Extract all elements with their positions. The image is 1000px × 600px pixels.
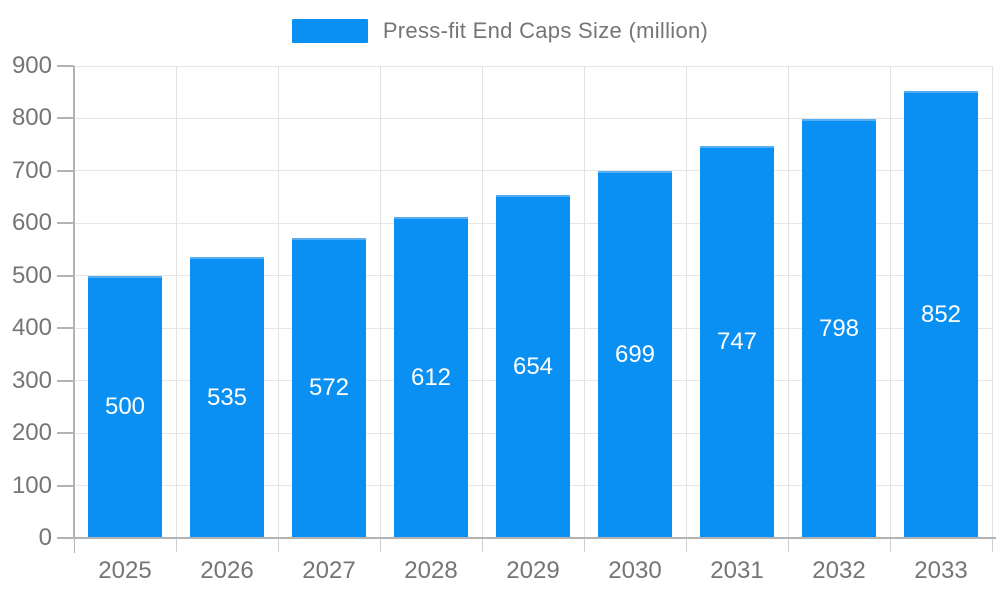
x-tick — [73, 538, 75, 553]
legend-label: Press-fit End Caps Size (million) — [382, 18, 709, 43]
y-tick — [57, 117, 74, 120]
y-gridline — [74, 117, 992, 119]
bar[interactable] — [802, 119, 876, 538]
bar[interactable] — [904, 91, 978, 538]
y-tick-label: 700 — [11, 156, 52, 184]
y-tick — [57, 484, 74, 487]
bar-value-label: 699 — [614, 340, 656, 368]
x-gridline — [277, 66, 279, 538]
x-gridline — [175, 66, 177, 538]
x-tick — [583, 538, 585, 552]
y-tick-label: 200 — [11, 419, 52, 447]
x-tick — [787, 538, 789, 552]
bar-value-label: 572 — [308, 374, 350, 401]
y-tick-label: 900 — [11, 52, 52, 79]
bar[interactable] — [700, 146, 774, 538]
x-tick-label: 2030 — [608, 557, 662, 584]
y-axis-line — [73, 66, 75, 538]
y-tick — [57, 327, 74, 330]
bar[interactable] — [496, 195, 570, 538]
bar[interactable] — [598, 171, 672, 538]
legend[interactable]: Press-fit End Caps Size (million) — [0, 18, 1000, 44]
y-tick — [57, 222, 74, 225]
x-tick-label: 2028 — [404, 557, 458, 584]
bar[interactable] — [292, 238, 366, 538]
x-gridline — [787, 66, 789, 538]
x-gridline — [991, 66, 993, 538]
y-tick-label: 300 — [11, 366, 52, 394]
x-axis-line — [57, 537, 996, 539]
bar-value-label: 798 — [818, 314, 860, 342]
y-tick-label: 500 — [11, 261, 52, 289]
x-tick — [889, 538, 891, 552]
bar-value-label: 612 — [410, 363, 452, 391]
bar-value-label: 852 — [920, 300, 962, 328]
y-tick — [57, 432, 74, 435]
y-tick — [57, 379, 74, 382]
bar-value-label: 654 — [512, 352, 554, 380]
y-tick-label: 0 — [38, 524, 52, 551]
x-gridline — [379, 66, 381, 538]
x-tick — [379, 538, 381, 552]
bar[interactable] — [394, 217, 468, 538]
y-tick — [57, 169, 74, 172]
x-gridline — [889, 66, 891, 538]
x-tick-label: 2031 — [710, 557, 764, 584]
bar[interactable] — [190, 257, 264, 538]
x-tick — [481, 538, 483, 552]
x-tick — [991, 538, 993, 552]
x-tick-label: 2027 — [302, 557, 356, 584]
y-tick — [57, 65, 74, 67]
x-tick-label: 2025 — [98, 557, 152, 584]
y-tick — [57, 274, 74, 277]
x-tick — [175, 538, 177, 552]
x-tick-label: 2029 — [506, 557, 560, 584]
y-tick-label: 400 — [11, 314, 52, 342]
bar[interactable] — [88, 275, 162, 538]
bar-value-label: 535 — [206, 383, 248, 411]
y-gridline — [74, 65, 992, 67]
x-gridline — [685, 66, 687, 538]
legend-swatch[interactable] — [291, 19, 368, 43]
x-gridline — [481, 66, 483, 538]
bar-value-label: 747 — [716, 328, 758, 356]
x-tick-label: 2032 — [812, 557, 866, 584]
x-tick-label: 2026 — [200, 557, 254, 584]
bar-value-label: 500 — [104, 392, 146, 420]
y-tick-label: 800 — [11, 104, 52, 132]
y-tick-label: 600 — [11, 209, 52, 237]
x-gridline — [583, 66, 585, 538]
y-gridline — [74, 170, 992, 172]
y-tick-label: 100 — [11, 471, 52, 499]
x-tick — [277, 538, 279, 552]
x-tick-label: 2033 — [914, 557, 968, 584]
x-tick — [685, 538, 687, 552]
